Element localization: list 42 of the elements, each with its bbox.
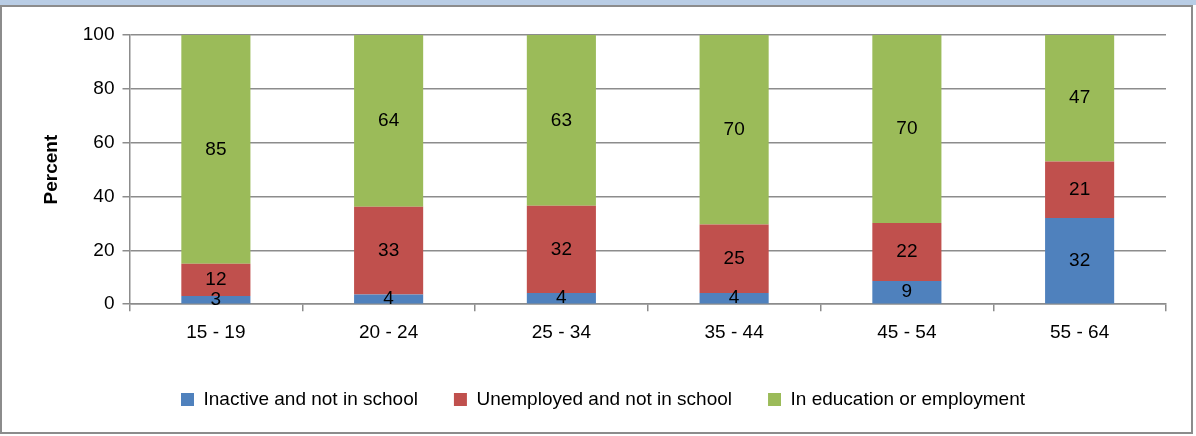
bar bbox=[181, 35, 251, 264]
y-axis-title: Percent bbox=[39, 134, 61, 205]
x-tick-label: 45 - 54 bbox=[877, 320, 937, 342]
data-label: 70 bbox=[896, 117, 918, 139]
data-label: 4 bbox=[556, 286, 568, 308]
bar bbox=[1045, 35, 1115, 162]
legend-label: In education or employment bbox=[790, 387, 1026, 409]
x-tick-label: 15 - 19 bbox=[186, 320, 246, 342]
data-label: 63 bbox=[550, 108, 572, 130]
data-label: 64 bbox=[378, 109, 400, 131]
y-tick-label: 60 bbox=[93, 130, 115, 152]
x-tick-label: 20 - 24 bbox=[359, 320, 419, 342]
bar bbox=[354, 35, 424, 207]
legend-label: Unemployed and not in school bbox=[476, 387, 733, 409]
data-label: 9 bbox=[901, 280, 913, 302]
data-label: 21 bbox=[1069, 178, 1091, 200]
y-tick-label: 100 bbox=[82, 23, 115, 45]
bar bbox=[526, 35, 596, 206]
bar bbox=[699, 35, 769, 225]
x-tick-label: 35 - 44 bbox=[704, 320, 765, 342]
bar bbox=[872, 35, 942, 223]
data-label: 32 bbox=[1069, 248, 1091, 270]
data-label: 12 bbox=[205, 268, 227, 290]
data-label: 47 bbox=[1069, 86, 1091, 108]
y-tick-label: 0 bbox=[103, 292, 115, 314]
data-label: 85 bbox=[205, 137, 227, 159]
legend-label: Inactive and not in school bbox=[203, 387, 418, 409]
bar bbox=[872, 281, 942, 304]
bar bbox=[1045, 161, 1115, 219]
y-tick-label: 20 bbox=[93, 238, 115, 260]
data-label: 32 bbox=[550, 237, 572, 259]
data-label: 22 bbox=[896, 240, 918, 262]
bar bbox=[872, 222, 942, 282]
data-label: 25 bbox=[723, 246, 745, 268]
x-tick-label: 25 - 34 bbox=[531, 320, 592, 342]
x-tick-label: 55 - 64 bbox=[1050, 320, 1110, 342]
data-label: 33 bbox=[378, 238, 400, 260]
data-label: 70 bbox=[723, 117, 745, 139]
y-tick-label: 40 bbox=[93, 184, 115, 206]
y-tick-label: 80 bbox=[93, 77, 115, 99]
data-label: 4 bbox=[728, 286, 740, 308]
bar bbox=[1045, 218, 1115, 304]
